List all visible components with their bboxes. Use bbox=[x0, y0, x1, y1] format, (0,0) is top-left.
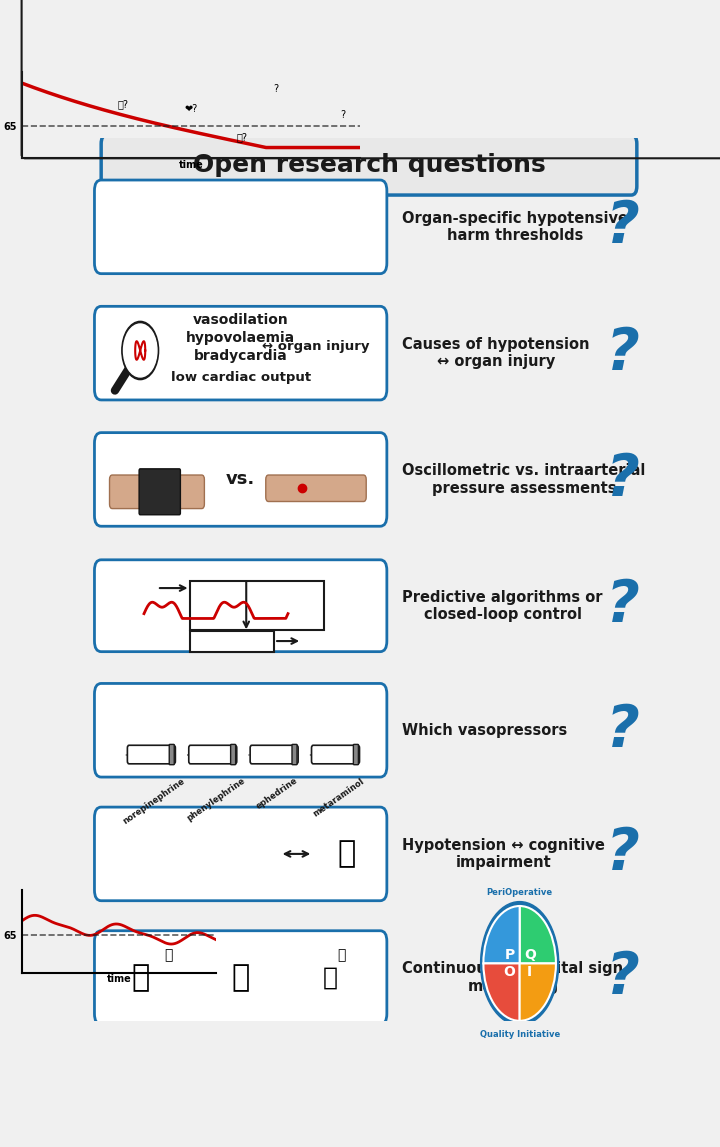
Text: 📶: 📶 bbox=[337, 949, 346, 962]
Text: hypovolaemia: hypovolaemia bbox=[186, 331, 295, 345]
Text: 🛏: 🛏 bbox=[323, 966, 338, 990]
Text: O: O bbox=[504, 966, 516, 980]
FancyBboxPatch shape bbox=[230, 744, 235, 765]
FancyBboxPatch shape bbox=[101, 135, 637, 195]
Text: metaraminol: metaraminol bbox=[311, 777, 366, 818]
Wedge shape bbox=[520, 963, 556, 1021]
Text: 🖥: 🖥 bbox=[232, 963, 250, 992]
Circle shape bbox=[122, 321, 158, 380]
Text: ?: ? bbox=[606, 451, 640, 508]
Text: Organ-specific hypotensive
harm thresholds: Organ-specific hypotensive harm threshol… bbox=[402, 211, 629, 243]
Text: ?: ? bbox=[606, 949, 640, 1006]
FancyBboxPatch shape bbox=[312, 746, 359, 764]
FancyBboxPatch shape bbox=[94, 807, 387, 900]
FancyBboxPatch shape bbox=[250, 746, 298, 764]
Text: 🚶: 🚶 bbox=[131, 963, 149, 992]
FancyBboxPatch shape bbox=[94, 432, 387, 526]
Text: P: P bbox=[505, 947, 515, 961]
Text: Continuous ward vital sign
monitoring: Continuous ward vital sign monitoring bbox=[402, 961, 624, 993]
Text: bradycardia: bradycardia bbox=[194, 349, 287, 362]
Text: ❤?: ❤? bbox=[184, 104, 197, 114]
Text: ?: ? bbox=[606, 577, 640, 634]
FancyBboxPatch shape bbox=[266, 475, 366, 501]
Text: vs.: vs. bbox=[226, 470, 256, 489]
Text: ?: ? bbox=[606, 702, 640, 759]
X-axis label: time: time bbox=[107, 974, 131, 984]
Wedge shape bbox=[483, 963, 520, 1021]
Text: Open research questions: Open research questions bbox=[193, 153, 545, 177]
Text: PeriOperative: PeriOperative bbox=[487, 888, 553, 897]
Text: ?: ? bbox=[273, 85, 278, 94]
Text: low cardiac output: low cardiac output bbox=[171, 372, 311, 384]
Text: Causes of hypotension
↔ organ injury: Causes of hypotension ↔ organ injury bbox=[402, 337, 590, 369]
FancyBboxPatch shape bbox=[109, 475, 204, 508]
Circle shape bbox=[481, 902, 559, 1025]
FancyBboxPatch shape bbox=[94, 684, 387, 777]
FancyBboxPatch shape bbox=[94, 560, 387, 651]
FancyBboxPatch shape bbox=[94, 180, 387, 274]
Text: ephedrine: ephedrine bbox=[254, 777, 300, 811]
Text: ?: ? bbox=[606, 826, 640, 882]
FancyBboxPatch shape bbox=[190, 582, 324, 630]
Circle shape bbox=[124, 323, 157, 377]
FancyBboxPatch shape bbox=[292, 744, 297, 765]
Wedge shape bbox=[483, 906, 520, 963]
FancyBboxPatch shape bbox=[169, 744, 174, 765]
Text: ?: ? bbox=[606, 198, 640, 256]
Wedge shape bbox=[520, 906, 556, 963]
Text: 🧠: 🧠 bbox=[338, 840, 356, 868]
Text: 🫘?: 🫘? bbox=[117, 100, 129, 109]
Text: Which vasopressors: Which vasopressors bbox=[402, 723, 568, 738]
FancyBboxPatch shape bbox=[354, 744, 359, 765]
Text: Quality Initiative: Quality Initiative bbox=[480, 1030, 559, 1038]
Text: phenylephrine: phenylephrine bbox=[185, 777, 246, 824]
Text: Predictive algorithms or
closed-loop control: Predictive algorithms or closed-loop con… bbox=[402, 590, 603, 622]
Text: Hypotension ↔ cognitive
impairment: Hypotension ↔ cognitive impairment bbox=[402, 837, 606, 871]
Text: norepinephrine: norepinephrine bbox=[122, 777, 187, 826]
Text: 🧠?: 🧠? bbox=[236, 132, 247, 142]
FancyBboxPatch shape bbox=[94, 306, 387, 400]
FancyBboxPatch shape bbox=[189, 746, 237, 764]
FancyBboxPatch shape bbox=[94, 930, 387, 1024]
Text: Q: Q bbox=[523, 947, 536, 961]
Text: ?: ? bbox=[606, 325, 640, 382]
Text: 📶: 📶 bbox=[164, 949, 172, 962]
FancyBboxPatch shape bbox=[190, 631, 274, 651]
Text: I: I bbox=[527, 966, 532, 980]
Text: vasodilation: vasodilation bbox=[193, 313, 289, 327]
Text: ↔ organ injury: ↔ organ injury bbox=[262, 341, 370, 353]
FancyBboxPatch shape bbox=[127, 746, 176, 764]
Text: Oscillometric vs. intraarterial
pressure assessments: Oscillometric vs. intraarterial pressure… bbox=[402, 463, 646, 496]
Text: ?: ? bbox=[341, 110, 346, 120]
X-axis label: time: time bbox=[179, 159, 203, 170]
FancyBboxPatch shape bbox=[139, 469, 181, 515]
